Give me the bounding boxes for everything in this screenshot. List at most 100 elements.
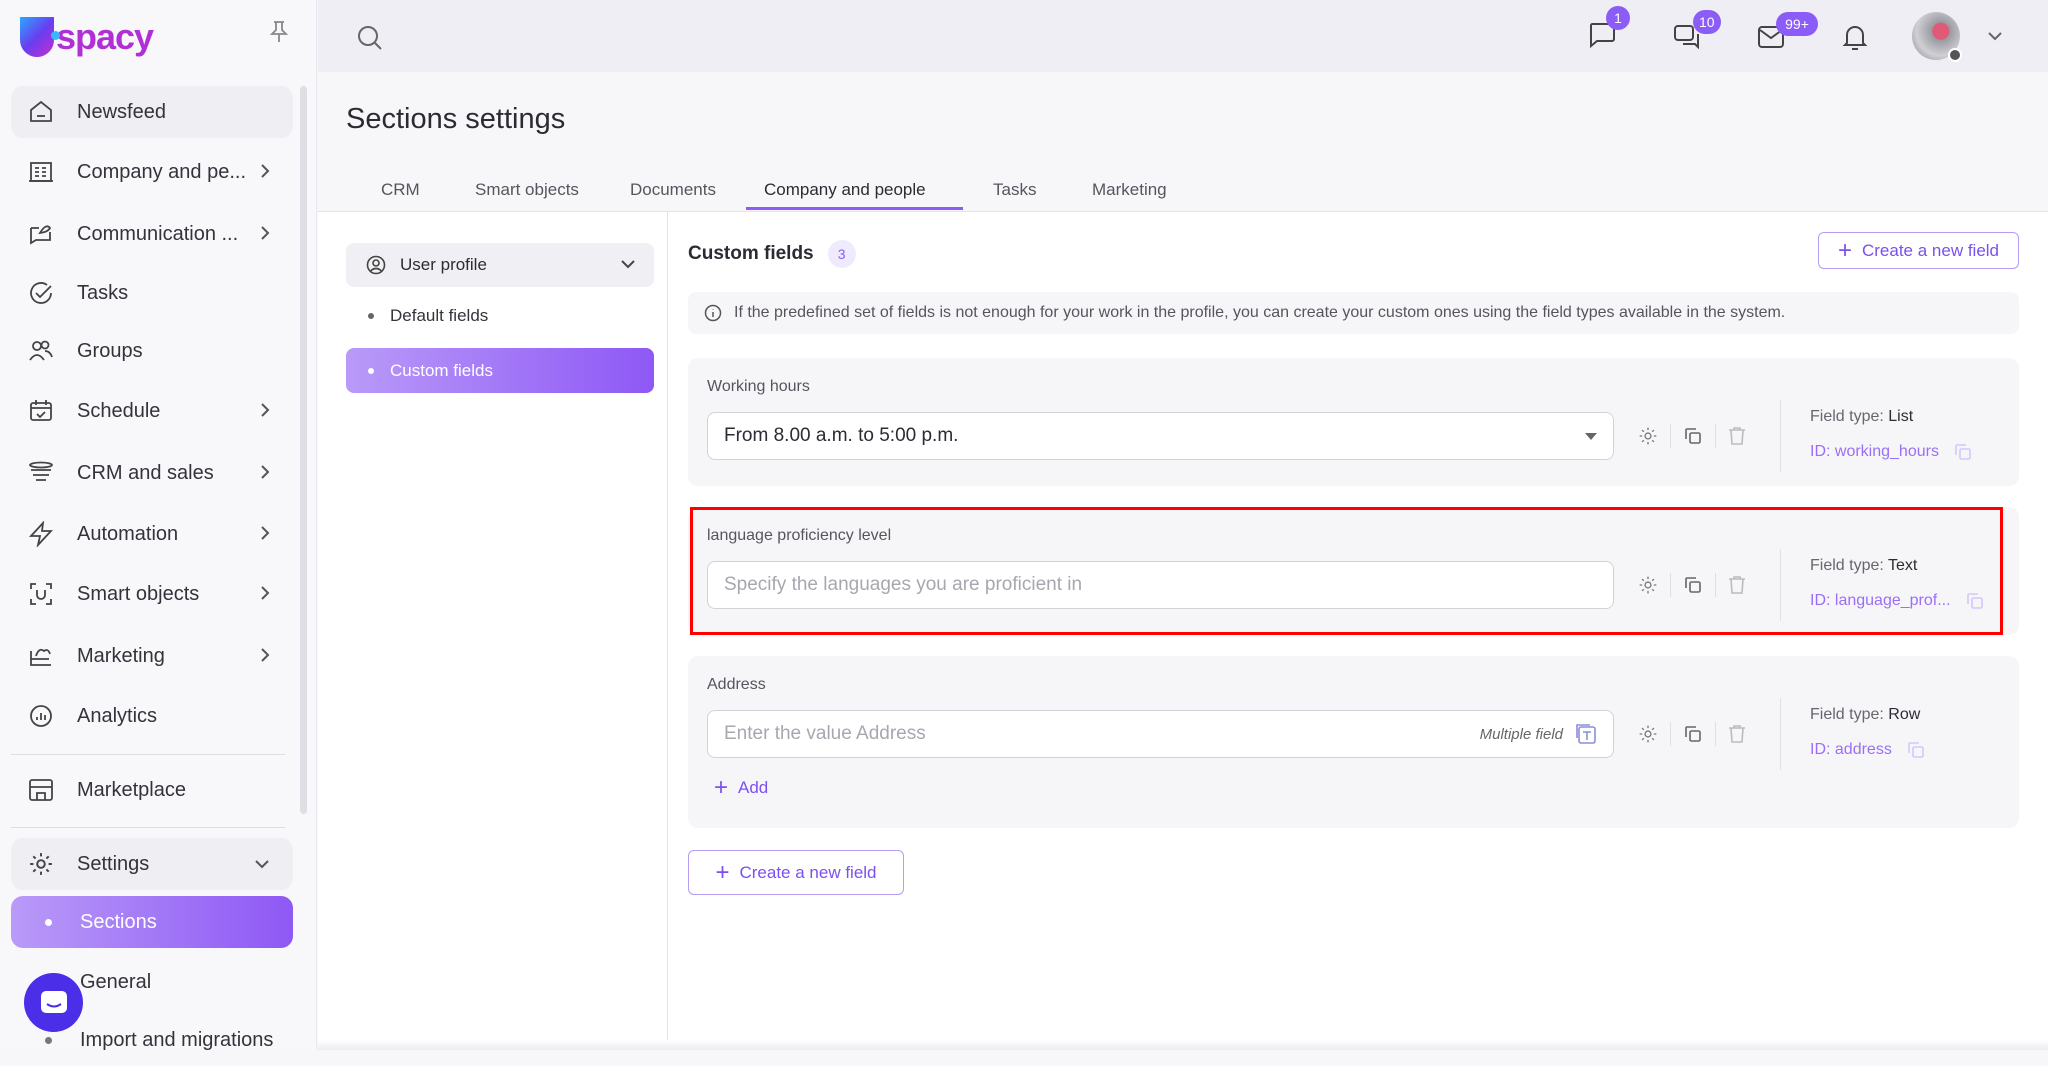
custom-field-card: Working hours From 8.00 a.m. to 5:00 p.m… <box>688 358 2019 486</box>
field-input[interactable]: Specify the languages you are proficient… <box>707 561 1614 609</box>
field-id: ID: address <box>1810 740 1926 760</box>
trash-icon[interactable] <box>1728 575 1746 595</box>
gear-icon[interactable] <box>1638 724 1658 744</box>
sidebar-item-marketplace[interactable]: Marketplace <box>11 764 293 816</box>
select-value: From 8.00 a.m. to 5:00 p.m. <box>724 425 959 446</box>
sidebar-item-label: Tasks <box>77 281 129 304</box>
sidebar-item-automation[interactable]: Automation <box>11 508 293 560</box>
mail-badge: 99+ <box>1776 12 1818 36</box>
copy-icon[interactable] <box>1683 724 1703 744</box>
gear-icon <box>27 850 55 878</box>
divider <box>11 827 285 828</box>
user-circle-icon <box>366 255 386 275</box>
create-field-button-top[interactable]: + Create a new field <box>1818 232 2019 269</box>
sidebar-item-crm-and-sales[interactable]: CRM and sales <box>11 447 293 499</box>
sidebar-item-groups[interactable]: Groups <box>11 325 293 377</box>
copy-id-icon[interactable] <box>1953 442 1973 462</box>
field-id-text: ID: language_prof... <box>1810 592 1951 609</box>
create-field-button-bottom[interactable]: + Create a new field <box>688 850 904 895</box>
tab-tasks[interactable]: Tasks <box>993 180 1037 199</box>
sidebar-item-communication[interactable]: Communication ... <box>11 208 293 260</box>
field-type-value: List <box>1888 408 1914 425</box>
messages-button[interactable]: 1 <box>1588 6 1630 48</box>
chevron-down-icon <box>620 259 636 269</box>
field-input[interactable]: Enter the value Address Multiple field <box>707 710 1614 758</box>
field-label: language proficiency level <box>707 527 892 544</box>
bullet <box>45 918 52 926</box>
sidebar-item-company-and-pe[interactable]: Company and pe... <box>11 146 293 198</box>
copy-id-icon[interactable] <box>1965 591 1985 611</box>
subnav-label: Custom fields <box>390 360 493 380</box>
active-tab-indicator <box>746 207 963 210</box>
trash-icon[interactable] <box>1728 426 1746 446</box>
subnav-custom-fields[interactable]: Custom fields <box>346 348 654 393</box>
sidebar-item-import[interactable]: Import and migrations <box>11 1014 293 1066</box>
copy-icon[interactable] <box>1683 426 1703 446</box>
field-id-text: ID: working_hours <box>1810 443 1939 460</box>
sidebar-item-label: Automation <box>77 522 179 545</box>
sidebar-item-settings[interactable]: Settings <box>11 838 293 890</box>
tab-documents[interactable]: Documents <box>630 180 716 199</box>
sidebar-item-smart-objects[interactable]: Smart objects <box>11 568 293 620</box>
input-placeholder: Enter the value Address <box>724 723 926 744</box>
field-label: Address <box>707 676 766 693</box>
sidebar-item-marketing[interactable]: Marketing <box>11 630 293 682</box>
sidebar-item-label: CRM and sales <box>77 461 214 484</box>
field-label: Working hours <box>707 378 810 395</box>
users-icon <box>27 337 55 365</box>
sidebar-item-schedule[interactable]: Schedule <box>11 385 293 437</box>
messages-badge: 1 <box>1606 6 1630 30</box>
home-icon <box>27 98 55 126</box>
calendar-icon <box>27 397 55 425</box>
page-title: Sections settings <box>346 103 566 135</box>
field-select[interactable]: From 8.00 a.m. to 5:00 p.m. <box>707 412 1614 460</box>
support-chat-button[interactable] <box>24 973 83 1032</box>
select-value: User profile <box>400 255 487 274</box>
copy-id-icon[interactable] <box>1906 740 1926 760</box>
chats-button[interactable]: 10 <box>1673 10 1721 50</box>
sidebar-item-label: Smart objects <box>77 582 200 605</box>
custom-field-card: language proficiency level Specify the l… <box>688 507 2019 635</box>
field-type-label: Field type: <box>1810 557 1884 574</box>
tab-company-and-people[interactable]: Company and people <box>764 180 926 199</box>
sidebar: spacy Newsfeed Company and pe... Communi… <box>0 0 317 1051</box>
sidebar-item-sections[interactable]: Sections <box>11 896 293 948</box>
sidebar-item-label: Communication ... <box>77 222 239 245</box>
mail-button[interactable]: 99+ <box>1758 12 1818 48</box>
chart-icon <box>27 702 55 730</box>
divider <box>1780 549 1781 621</box>
tab-marketing[interactable]: Marketing <box>1092 180 1167 199</box>
bullet <box>368 312 374 319</box>
sidebar-item-analytics[interactable]: Analytics <box>11 690 293 742</box>
profile-section-select[interactable]: User profile <box>346 243 654 287</box>
chevron-down-icon[interactable] <box>1986 30 2004 42</box>
sidebar-item-label: Marketing <box>77 644 165 667</box>
sidebar-item-newsfeed[interactable]: Newsfeed <box>11 86 293 138</box>
field-type-label: Field type: <box>1810 706 1884 723</box>
input-placeholder: Specify the languages you are proficient… <box>724 574 1083 595</box>
sidebar-item-label: Settings <box>77 852 150 875</box>
subnav-default-fields[interactable]: Default fields <box>346 293 654 338</box>
button-label: Add <box>738 778 769 797</box>
sidebar-scrollbar[interactable] <box>300 86 307 814</box>
sidebar-item-label: Sections <box>80 910 157 933</box>
pin-icon[interactable] <box>268 20 290 44</box>
chevron-right-icon <box>259 162 271 180</box>
field-id: ID: working_hours <box>1810 442 1973 462</box>
divider <box>667 212 668 1050</box>
divider <box>1780 698 1781 770</box>
top-bar: 1 10 99+ <box>318 0 2048 72</box>
gear-icon[interactable] <box>1638 426 1658 446</box>
text-type-icon[interactable] <box>1575 723 1597 745</box>
add-value-button[interactable]: + Add <box>714 774 768 802</box>
copy-icon[interactable] <box>1683 575 1703 595</box>
sidebar-item-tasks[interactable]: Tasks <box>11 267 293 319</box>
tab-crm[interactable]: CRM <box>381 180 420 199</box>
search-icon[interactable] <box>356 24 384 52</box>
gear-icon[interactable] <box>1638 575 1658 595</box>
tab-smart-objects[interactable]: Smart objects <box>475 180 579 199</box>
logo[interactable]: spacy <box>20 16 154 58</box>
avatar[interactable] <box>1912 12 1962 62</box>
trash-icon[interactable] <box>1728 724 1746 744</box>
bell-icon[interactable] <box>1842 23 1868 51</box>
